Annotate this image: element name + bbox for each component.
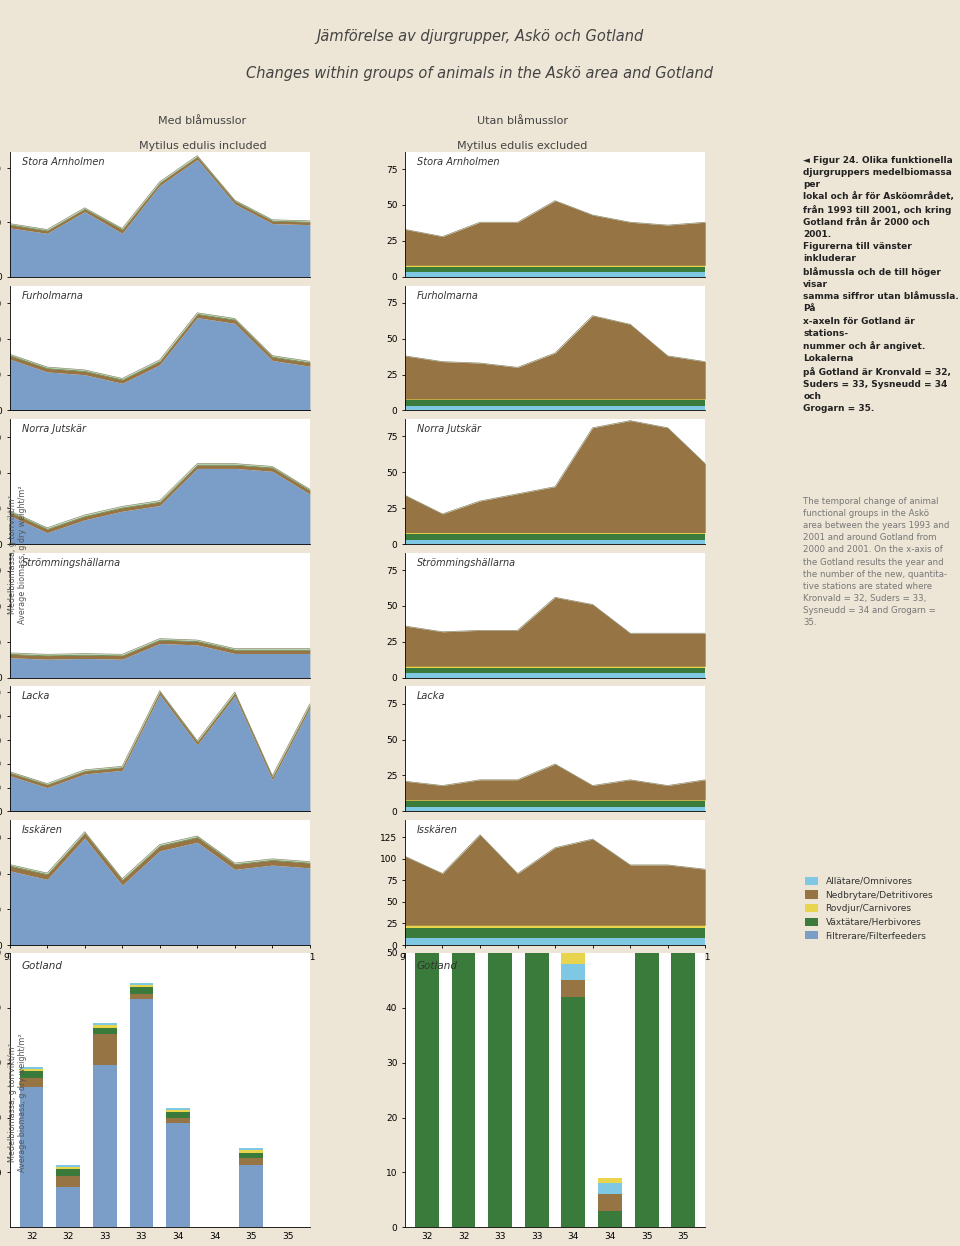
- Bar: [525, 849, 549, 871]
- Bar: [415, 844, 439, 1227]
- Bar: [671, 778, 695, 789]
- Bar: [19, 1067, 43, 1069]
- Text: Furholmarna: Furholmarna: [417, 290, 479, 300]
- Bar: [166, 1110, 190, 1113]
- Bar: [239, 1159, 263, 1165]
- Bar: [598, 1184, 622, 1195]
- Bar: [415, 789, 439, 800]
- Bar: [57, 1169, 80, 1176]
- Bar: [239, 1165, 263, 1227]
- Text: Furholmarna: Furholmarna: [22, 290, 84, 300]
- Bar: [525, 871, 549, 898]
- Text: Changes within groups of animals in the Askö area and Gotland: Changes within groups of animals in the …: [247, 66, 713, 81]
- Bar: [451, 882, 475, 892]
- Bar: [239, 1149, 263, 1150]
- Bar: [130, 993, 154, 999]
- Text: Norra Jutskär: Norra Jutskär: [22, 424, 85, 434]
- Bar: [451, 892, 475, 920]
- Text: Gotland: Gotland: [22, 961, 62, 971]
- Bar: [93, 1023, 117, 1025]
- Bar: [489, 778, 512, 898]
- Text: ◄ Figur 24. Olika funktionella
djurgruppers medelbiomassa per
lokal och år för A: ◄ Figur 24. Olika funktionella djurgrupp…: [804, 156, 959, 414]
- Bar: [671, 871, 695, 1227]
- Bar: [451, 920, 475, 937]
- Text: Medelbiomassa, g torrvikt/m²
Average biomass, g dry weight/m²: Medelbiomassa, g torrvikt/m² Average bio…: [8, 485, 27, 624]
- Bar: [562, 997, 586, 1227]
- Text: Isskären: Isskären: [417, 825, 458, 835]
- Bar: [57, 1186, 80, 1227]
- Text: Stora Arnholmen: Stora Arnholmen: [417, 157, 499, 167]
- Text: Strömmingshällarna: Strömmingshällarna: [417, 558, 516, 568]
- Bar: [19, 1078, 43, 1087]
- Bar: [635, 827, 659, 871]
- Bar: [525, 898, 549, 953]
- Bar: [130, 999, 154, 1227]
- Text: Utan blåmusslor: Utan blåmusslor: [477, 116, 567, 126]
- Bar: [57, 1168, 80, 1169]
- Bar: [93, 1025, 117, 1028]
- Bar: [635, 789, 659, 800]
- Bar: [166, 1108, 190, 1110]
- Bar: [451, 937, 475, 1227]
- Bar: [489, 898, 512, 1227]
- Text: Mytilus edulis included: Mytilus edulis included: [138, 141, 266, 152]
- Text: Gotland: Gotland: [417, 961, 458, 971]
- Bar: [415, 800, 439, 832]
- Text: Mytilus edulis excluded: Mytilus edulis excluded: [457, 141, 588, 152]
- Text: Jämförelse av djurgrupper, Askö och Gotland: Jämförelse av djurgrupper, Askö och Gotl…: [317, 29, 643, 44]
- Text: Lacka: Lacka: [417, 692, 445, 701]
- Bar: [598, 1177, 622, 1184]
- Bar: [562, 953, 586, 964]
- Bar: [57, 1176, 80, 1186]
- Bar: [239, 1153, 263, 1159]
- Bar: [415, 832, 439, 844]
- Bar: [130, 987, 154, 993]
- Text: Lacka: Lacka: [22, 692, 50, 701]
- Bar: [19, 1069, 43, 1072]
- Text: Stora Arnholmen: Stora Arnholmen: [22, 157, 104, 167]
- Bar: [166, 1118, 190, 1123]
- Bar: [239, 1150, 263, 1153]
- Bar: [166, 1123, 190, 1227]
- Bar: [489, 728, 512, 750]
- Bar: [598, 1195, 622, 1211]
- Bar: [671, 789, 695, 844]
- Bar: [562, 964, 586, 981]
- Bar: [598, 1211, 622, 1227]
- Bar: [93, 1028, 117, 1034]
- Bar: [93, 1034, 117, 1065]
- Bar: [130, 983, 154, 984]
- Bar: [635, 871, 659, 1227]
- Bar: [562, 981, 586, 997]
- Bar: [166, 1113, 190, 1118]
- Bar: [489, 750, 512, 778]
- Bar: [93, 1065, 117, 1227]
- Legend: Allätare/Omnivores, Nedbrytare/Detritivores, Rovdjur/Carnivores, Växtätare/Herbi: Allätare/Omnivores, Nedbrytare/Detritivo…: [804, 877, 933, 941]
- Bar: [525, 953, 549, 1227]
- Text: Norra Jutskär: Norra Jutskär: [417, 424, 481, 434]
- Text: Med blåmusslor: Med blåmusslor: [158, 116, 247, 126]
- Text: Strömmingshällarna: Strömmingshällarna: [22, 558, 121, 568]
- Text: Medelbiomassa, g torrvikt/m²
Average biomass, g dry weight/m²: Medelbiomassa, g torrvikt/m² Average bio…: [8, 1033, 27, 1172]
- Bar: [19, 1072, 43, 1078]
- Bar: [130, 984, 154, 987]
- Text: Isskären: Isskären: [22, 825, 62, 835]
- Bar: [19, 1087, 43, 1227]
- Bar: [671, 844, 695, 871]
- Bar: [57, 1165, 80, 1168]
- Bar: [635, 800, 659, 827]
- Text: The temporal change of animal
functional groups in the Askö
area between the yea: The temporal change of animal functional…: [804, 497, 949, 628]
